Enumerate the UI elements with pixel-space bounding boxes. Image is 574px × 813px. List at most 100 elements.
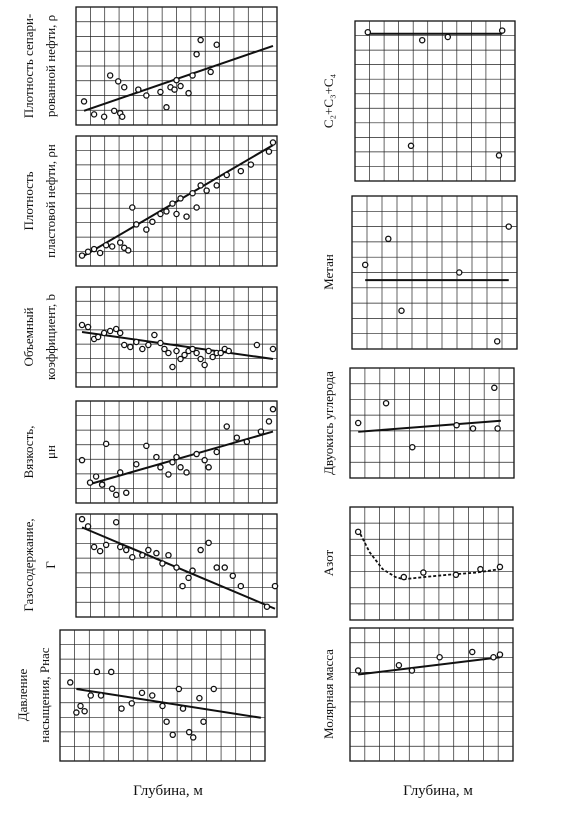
- data-point: [498, 27, 506, 34]
- data-point: [80, 98, 88, 105]
- data-point: [96, 547, 104, 555]
- data-point: [94, 333, 102, 341]
- data-point: [455, 269, 463, 276]
- data-point: [143, 92, 150, 99]
- data-point: [90, 111, 98, 118]
- data-point: [139, 551, 146, 559]
- data-point: [494, 425, 501, 432]
- y-axis-label: коэффициент, b: [43, 294, 58, 380]
- data-point: [185, 89, 192, 97]
- data-point: [102, 241, 110, 249]
- data-point: [108, 668, 115, 676]
- data-point: [92, 473, 100, 480]
- data-point: [197, 182, 204, 189]
- data-point: [159, 702, 166, 710]
- data-point: [153, 453, 160, 461]
- data-point: [118, 113, 126, 120]
- grid-lines: [355, 21, 515, 181]
- data-point: [210, 685, 217, 693]
- y-axis-label: Объемный: [21, 307, 36, 366]
- data-point: [67, 679, 74, 686]
- grid-lines: [76, 136, 277, 266]
- data-point: [93, 668, 101, 676]
- data-point: [201, 456, 208, 464]
- data-point: [409, 443, 416, 451]
- x-axis-label-right: Глубина, м: [403, 783, 473, 799]
- y-axis-label: насыщения, Pнас: [37, 647, 52, 742]
- data-point: [490, 654, 497, 661]
- data-point: [269, 345, 277, 353]
- y-axis-label: Азот: [321, 549, 336, 576]
- data-point: [207, 68, 214, 76]
- data-point: [116, 543, 124, 551]
- data-point: [452, 571, 460, 579]
- data-point: [116, 469, 124, 476]
- data-point: [169, 200, 176, 207]
- data-point: [197, 546, 204, 554]
- trend-line: [358, 656, 501, 676]
- data-point: [102, 541, 110, 549]
- data-point: [265, 418, 273, 425]
- trend-line: [358, 419, 501, 433]
- data-point: [73, 709, 80, 716]
- data-point: [157, 210, 164, 218]
- data-point: [269, 139, 277, 146]
- data-point: [496, 563, 504, 571]
- data-point: [444, 33, 452, 41]
- data-point: [90, 543, 98, 551]
- chart-panel-viscosity: Вязкость, μн: [21, 400, 278, 504]
- trend-line: [76, 687, 262, 719]
- grid-lines: [352, 196, 517, 349]
- data-point: [196, 694, 203, 702]
- data-point: [112, 518, 120, 526]
- data-point: [138, 689, 146, 697]
- data-point: [173, 76, 180, 84]
- data-point: [213, 41, 220, 49]
- data-point: [135, 86, 142, 93]
- chart-panel-saturation-pressure: Давление насыщения, Pнас: [15, 629, 266, 762]
- chart-panel-co2: Двуокись углерода: [321, 367, 515, 479]
- data-point: [173, 453, 180, 461]
- plot-frame: [349, 506, 514, 621]
- data-point: [408, 667, 416, 674]
- data-point: [77, 702, 84, 710]
- data-point: [116, 329, 124, 337]
- data-point: [189, 345, 196, 353]
- data-point: [183, 213, 190, 220]
- y-axis-label: Плотность сепари-: [21, 14, 36, 119]
- data-point: [265, 148, 273, 155]
- data-point: [87, 692, 95, 699]
- data-point: [361, 261, 369, 269]
- data-point: [129, 554, 136, 561]
- data-point: [197, 355, 204, 363]
- data-point: [436, 654, 443, 661]
- data-point: [96, 249, 104, 257]
- data-point: [177, 82, 184, 90]
- data-point: [90, 245, 98, 253]
- data-point: [106, 327, 114, 335]
- data-point: [237, 582, 245, 590]
- data-point: [100, 113, 108, 120]
- data-point: [263, 603, 271, 610]
- y-axis-label: рованной нефти, ρ: [43, 15, 58, 117]
- data-point: [169, 363, 176, 371]
- data-point: [495, 152, 503, 159]
- grid-lines: [76, 514, 277, 617]
- data-point: [86, 479, 94, 486]
- data-point: [247, 161, 255, 168]
- data-point: [193, 50, 200, 58]
- data-point: [453, 421, 460, 429]
- data-point: [98, 481, 106, 488]
- data-point: [145, 546, 152, 554]
- data-point: [398, 307, 405, 314]
- data-point: [97, 692, 105, 699]
- data-point: [200, 718, 207, 725]
- grid-lines: [350, 368, 514, 478]
- y-axis-label: Г: [43, 561, 58, 569]
- data-point: [84, 323, 92, 331]
- trend-line: [81, 331, 274, 360]
- data-point: [469, 425, 477, 432]
- data-point: [157, 464, 164, 471]
- data-point: [78, 515, 86, 523]
- data-point: [197, 36, 204, 44]
